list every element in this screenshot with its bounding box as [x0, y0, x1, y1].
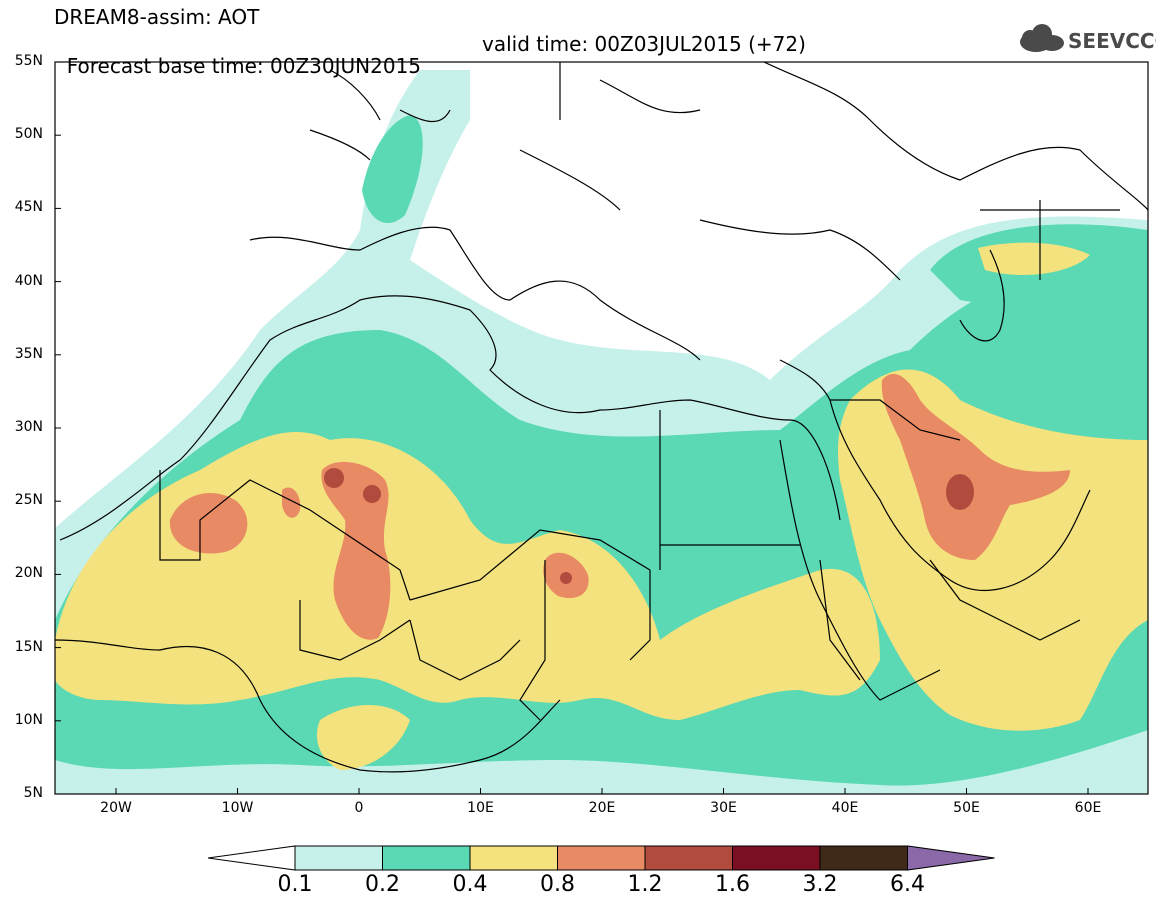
colorbar-segment: [732, 845, 821, 871]
forecast-times: Forecast base time: 00Z30JUN2015 valid t…: [54, 33, 806, 99]
base-time: Forecast base time: 00Z30JUN2015: [66, 54, 422, 78]
lat-label: 45N: [14, 199, 43, 216]
logo-text: SEEVCCC: [1068, 29, 1156, 53]
map-title: DREAM8-assim: AOT: [54, 5, 260, 29]
axis-ticks: [55, 61, 1089, 795]
lat-label: 20N: [14, 565, 43, 582]
lat-label: 55N: [14, 53, 43, 69]
colorbar-segment: [294, 845, 383, 871]
lon-label: 10E: [467, 800, 494, 816]
lat-label: 5N: [23, 785, 43, 801]
aot-0.8-wsahara: [282, 487, 301, 518]
lon-label: 0: [354, 800, 364, 816]
valid-time: valid time: 00Z03JUL2015 (+72): [482, 32, 806, 56]
colorbar: [207, 845, 995, 871]
colorbar-over-arrow: [907, 845, 995, 871]
colorbar-label: 0.1: [277, 872, 313, 897]
aot-0.2-france: [362, 115, 423, 223]
aot-1.2-spot-a: [324, 468, 344, 488]
colorbar-segment: [382, 845, 471, 871]
cloud-icon: [1020, 24, 1064, 52]
colorbar-label: 1.2: [627, 872, 663, 897]
colorbar-label: 1.6: [715, 872, 750, 897]
colorbar-segment: [644, 845, 733, 871]
aot-1.2-spot-b: [363, 485, 381, 503]
aot-0.8-mali-niger: [321, 461, 391, 640]
aot-1.2-spot-d: [946, 474, 974, 510]
coastlines: [55, 62, 1148, 773]
aot-0.4-caspian: [978, 242, 1090, 275]
colorbar-segment: [819, 845, 908, 871]
lat-label: 35N: [14, 345, 43, 362]
colorbar-segment: [469, 845, 558, 871]
aot-0.4-guinea: [316, 705, 410, 770]
colorbar-segment: [557, 845, 646, 871]
lat-label: 40N: [14, 272, 43, 289]
lon-label: 60E: [1074, 800, 1102, 816]
lat-label: 50N: [14, 126, 43, 143]
lat-label: 25N: [14, 492, 43, 509]
lon-label: 30E: [710, 800, 737, 816]
lon-label: 20W: [100, 800, 132, 816]
lat-label: 15N: [14, 638, 43, 655]
aot-0.8-iraq-gulf: [881, 373, 1070, 560]
aot-field: [55, 62, 1148, 794]
lon-label: 50E: [953, 800, 980, 816]
colorbar-label: 6.4: [890, 872, 925, 897]
lat-label: 10N: [14, 711, 43, 728]
aot-1.2-spot-c: [560, 572, 572, 584]
colorbar-label: 0.8: [540, 872, 575, 897]
aot-0.8-mauritania: [169, 492, 248, 554]
colorbar-label: 3.2: [802, 872, 838, 897]
colorbar-under-arrow: [207, 845, 296, 871]
colorbar-label: 0.2: [365, 872, 400, 897]
colorbar-label: 0.4: [452, 872, 488, 897]
lon-label: 20E: [588, 800, 616, 816]
aot-0.4-west-africa: [55, 431, 880, 720]
lon-label: 40E: [831, 800, 859, 816]
seevccc-logo: SEEVCCC: [1020, 24, 1156, 53]
lat-label: 30N: [14, 419, 43, 435]
lon-label: 10W: [221, 800, 254, 816]
